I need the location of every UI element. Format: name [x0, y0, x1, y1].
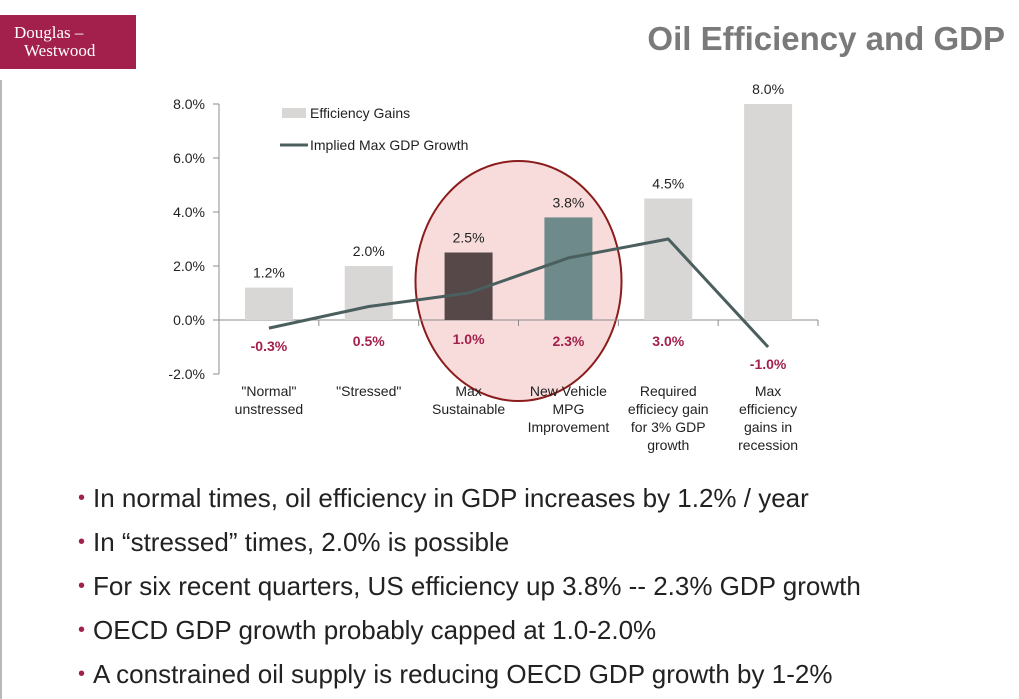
category-label: Improvement	[528, 419, 610, 435]
bullet-text: A constrained oil supply is reducing OEC…	[93, 659, 833, 689]
bullet-text: In normal times, oil efficiency in GDP i…	[93, 483, 809, 513]
slide-title: Oil Efficiency and GDP	[647, 20, 1005, 57]
bullet-item: • In “stressed” times, 2.0% is possible	[78, 522, 861, 566]
bullet-dot-icon: •	[78, 575, 86, 597]
label-layer: 1.2% 2.0% 2.5% 3.8% 4.5% 8.0% -0.3% 0.5% 1.0% 2.3…	[235, 81, 798, 453]
y-tick-label: 2.0%	[173, 258, 205, 274]
logo-line-1: Douglas –	[14, 23, 84, 42]
bar	[644, 198, 693, 320]
category-label: Required	[640, 383, 697, 399]
category-label: "Normal"	[241, 383, 296, 399]
y-tick-label: 4.0%	[173, 204, 205, 220]
bar	[244, 287, 293, 320]
category-label: gains in	[744, 419, 792, 435]
bullet-dot-icon: •	[78, 663, 86, 685]
legend-bar-swatch	[282, 108, 306, 118]
bullet-item: • A constrained oil supply is reducing OE…	[78, 654, 861, 698]
bar-value-label: 3.8%	[552, 194, 584, 210]
axis-layer: 8.0% 6.0% 4.0% 2.0% 0.0% -2.0%	[168, 96, 819, 382]
category-label: "Stressed"	[336, 383, 401, 399]
category-label: efficiecy gain	[628, 401, 709, 417]
y-tick-label: 0.0%	[173, 312, 205, 328]
bar	[344, 266, 393, 320]
bar	[544, 217, 593, 320]
legend-layer: Efficiency Gains Implied Max GDP Growth	[280, 105, 468, 153]
gdp-value-label: 3.0%	[652, 333, 684, 349]
bar-value-label: 8.0%	[752, 81, 784, 97]
bullet-dot-icon: •	[78, 619, 86, 641]
bullet-dot-icon: •	[78, 531, 86, 553]
y-tick-label: -2.0%	[168, 366, 205, 382]
bullet-text: OECD GDP growth probably capped at 1.0-2…	[93, 615, 657, 645]
gdp-value-label: 0.5%	[353, 333, 385, 349]
category-label: for 3% GDP	[631, 419, 706, 435]
bar-value-label: 1.2%	[253, 265, 285, 281]
gdp-growth-line	[268, 237, 770, 349]
bullet-list: • In normal times, oil efficiency in GDP …	[78, 478, 861, 698]
left-divider	[0, 80, 2, 699]
category-label: Max	[755, 383, 781, 399]
y-tick-label: 8.0%	[173, 96, 205, 112]
category-label: unstressed	[235, 401, 303, 417]
bar-value-label: 4.5%	[652, 176, 684, 192]
category-label: recession	[738, 437, 798, 453]
category-label: efficiency	[739, 401, 797, 417]
bullet-item: • In normal times, oil efficiency in GDP …	[78, 478, 861, 522]
category-label: Sustainable	[432, 401, 505, 417]
gdp-value-label: -1.0%	[750, 356, 787, 372]
bar	[744, 104, 793, 320]
y-tick-label: 6.0%	[173, 150, 205, 166]
bullet-dot-icon: •	[78, 487, 86, 509]
bar-value-label: 2.0%	[353, 243, 385, 259]
gdp-value-label: -0.3%	[251, 338, 288, 354]
bullet-item: • For six recent quarters, US efficiency …	[78, 566, 861, 610]
bar-layer	[244, 104, 793, 320]
legend-bar-label: Efficiency Gains	[310, 105, 410, 121]
gdp-value-label: 2.3%	[552, 333, 584, 349]
bullet-item: • OECD GDP growth probably capped at 1.0-…	[78, 610, 861, 654]
category-label: MPG	[552, 401, 584, 417]
company-logo: Douglas – Westwood	[0, 15, 136, 69]
bar-value-label: 2.5%	[453, 230, 485, 246]
bullet-text: In “stressed” times, 2.0% is possible	[93, 527, 510, 557]
category-label: growth	[647, 437, 689, 453]
oil-efficiency-chart: 8.0% 6.0% 4.0% 2.0% 0.0% -2.0% 1.2% 2.0% 2.5% 3.…	[168, 81, 819, 453]
legend-line-label: Implied Max GDP Growth	[310, 137, 468, 153]
category-label: New Vehicle	[530, 383, 607, 399]
line-layer	[268, 237, 770, 349]
bullet-text: For six recent quarters, US efficiency u…	[93, 571, 861, 601]
gdp-value-label: 1.0%	[453, 331, 485, 347]
category-label: Max	[455, 383, 481, 399]
logo-line-2: Westwood	[24, 41, 96, 60]
